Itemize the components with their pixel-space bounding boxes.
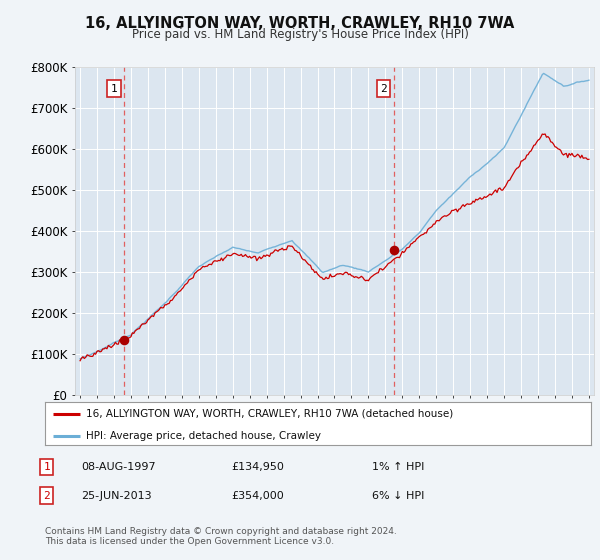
Text: 08-AUG-1997: 08-AUG-1997 (81, 462, 155, 472)
Text: 25-JUN-2013: 25-JUN-2013 (81, 491, 152, 501)
Text: HPI: Average price, detached house, Crawley: HPI: Average price, detached house, Craw… (86, 431, 321, 441)
Text: 1% ↑ HPI: 1% ↑ HPI (372, 462, 424, 472)
Text: £134,950: £134,950 (231, 462, 284, 472)
Text: 1: 1 (43, 462, 50, 472)
Text: 1: 1 (110, 83, 118, 94)
Point (389, 245, 398, 254)
Text: 2: 2 (43, 491, 50, 501)
Text: Contains HM Land Registry data © Crown copyright and database right 2024.
This d: Contains HM Land Registry data © Crown c… (45, 526, 397, 546)
Text: 2: 2 (380, 83, 387, 94)
Text: 16, ALLYINGTON WAY, WORTH, CRAWLEY, RH10 7WA: 16, ALLYINGTON WAY, WORTH, CRAWLEY, RH10… (85, 16, 515, 31)
Text: 6% ↓ HPI: 6% ↓ HPI (372, 491, 424, 501)
Text: £354,000: £354,000 (231, 491, 284, 501)
Text: Price paid vs. HM Land Registry's House Price Index (HPI): Price paid vs. HM Land Registry's House … (131, 28, 469, 41)
Point (119, 335, 129, 344)
Text: 16, ALLYINGTON WAY, WORTH, CRAWLEY, RH10 7WA (detached house): 16, ALLYINGTON WAY, WORTH, CRAWLEY, RH10… (86, 409, 453, 419)
